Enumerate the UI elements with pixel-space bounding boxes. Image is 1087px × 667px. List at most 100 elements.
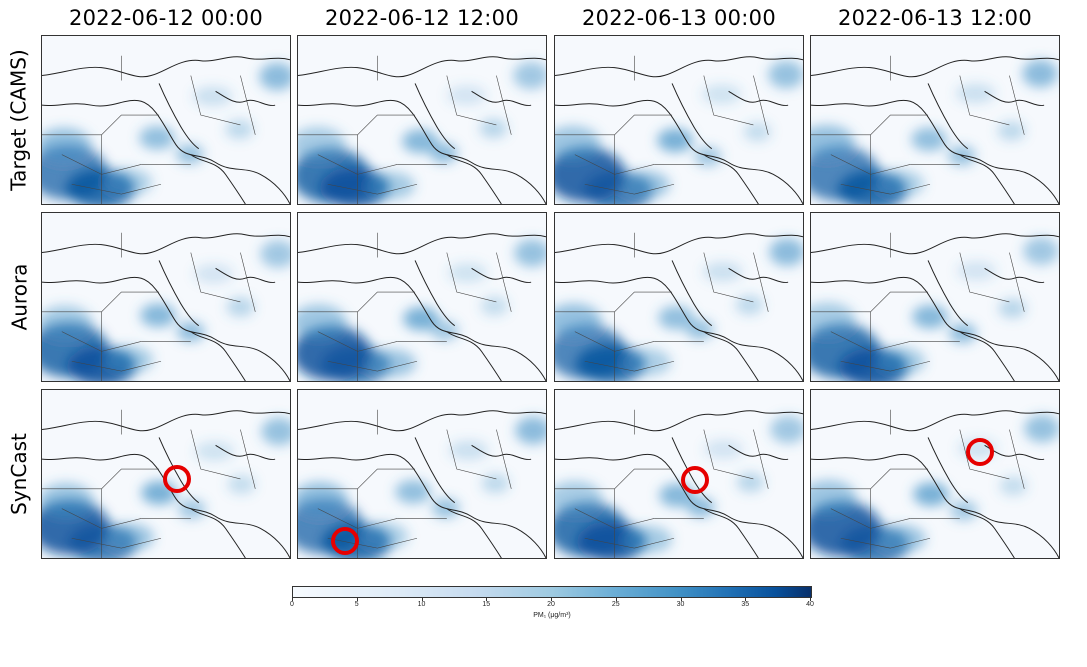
pm-concentration-area <box>622 525 673 554</box>
pm-concentration-area <box>192 86 233 107</box>
colorbar-tick-label: 15 <box>482 601 491 608</box>
colorbar-tick-label: 25 <box>611 601 620 608</box>
country-border <box>190 429 241 480</box>
coastline <box>728 90 789 106</box>
pm-concentration-area <box>515 416 546 445</box>
country-border <box>574 154 655 175</box>
country-border <box>811 291 929 313</box>
country-border <box>446 429 497 480</box>
map-panel-target-col2 <box>297 35 547 205</box>
row-label-target: Target (CAMS) <box>7 49 31 191</box>
pm-concentration-area <box>555 303 602 339</box>
colorbar-tick <box>680 597 682 601</box>
coastline <box>215 444 276 460</box>
pm-concentration-area <box>658 305 694 330</box>
colorbar-tick <box>551 597 552 601</box>
coastline <box>555 99 803 204</box>
pm-concentration-area <box>514 239 546 267</box>
column-title-2: 2022-06-12 12:00 <box>324 6 520 30</box>
column-title-1: 2022-06-12 00:00 <box>68 6 264 30</box>
country-border <box>42 291 160 313</box>
country-border <box>830 331 911 352</box>
pm-concentration-area <box>403 306 439 331</box>
country-border <box>446 252 497 303</box>
map-panel-aurora-col2 <box>297 212 547 382</box>
pm-concentration-area <box>701 84 742 105</box>
pm-concentration-area <box>225 119 254 140</box>
colorbar-tick <box>615 597 617 601</box>
map-panel-aurora-col4 <box>810 212 1060 382</box>
pm-concentration-area <box>913 482 949 507</box>
pm-concentration-area <box>479 118 508 139</box>
colorbar-tick <box>745 597 747 601</box>
coastline <box>471 444 532 460</box>
pm-concentration-area <box>702 261 743 282</box>
coastline <box>190 331 246 381</box>
country-border <box>555 291 673 313</box>
pm-concentration-area <box>446 85 487 106</box>
coastline <box>984 267 1045 283</box>
pm-concentration-area <box>1023 237 1059 265</box>
country-border <box>496 252 512 312</box>
coastline <box>471 90 532 106</box>
pm-concentration-area <box>298 481 348 518</box>
country-border <box>298 114 416 136</box>
pm-concentration-area <box>1024 414 1059 443</box>
coastline <box>811 276 1059 381</box>
colorbar-tick-label: 10 <box>417 601 426 608</box>
row-label-aurora: Aurora <box>7 263 32 331</box>
pm-concentration-area <box>402 129 438 154</box>
pm-concentration-area <box>1022 59 1059 88</box>
pm-concentration-area <box>358 522 409 551</box>
colorbar-tick-label: 0 <box>290 601 294 608</box>
coastline <box>959 331 1015 381</box>
country-border <box>703 75 754 126</box>
colorbar-tick-label: 40 <box>806 601 814 608</box>
pm-concentration-area <box>429 143 458 163</box>
country-border <box>317 508 398 529</box>
coastline <box>42 233 290 255</box>
pm-concentration-area <box>447 262 488 283</box>
pm-concentration-area <box>42 482 94 519</box>
pm-concentration-area <box>811 124 855 161</box>
pm-concentration-area <box>743 121 772 142</box>
country-border <box>61 154 142 175</box>
pm-concentration-area <box>102 168 153 197</box>
pm-concentration-area <box>139 125 175 150</box>
pm-concentration-area <box>480 296 509 316</box>
pm-concentration-area <box>770 415 803 444</box>
coastline <box>555 276 803 381</box>
pm-concentration-area <box>768 60 803 89</box>
highlight-circle-marker-4 <box>966 438 994 466</box>
pm-concentration-area <box>620 170 671 199</box>
country-border <box>298 468 416 490</box>
map-panel-target-col1 <box>41 35 291 205</box>
country-border <box>240 75 256 135</box>
country-border <box>959 429 1010 480</box>
country-border <box>753 75 769 135</box>
coastline <box>811 453 1059 558</box>
coastline <box>555 453 803 558</box>
colorbar-tick <box>292 597 293 601</box>
coastline <box>703 331 759 381</box>
coastline <box>158 260 200 327</box>
country-border <box>1009 75 1025 135</box>
country-border <box>42 114 160 136</box>
pm-concentration-area <box>259 62 290 91</box>
coastline <box>471 267 532 283</box>
pm-concentration-area <box>555 480 603 517</box>
colorbar-tick <box>421 597 423 601</box>
pm-concentration-area <box>226 297 255 317</box>
pm-concentration-area <box>448 440 489 461</box>
colorbar: 0 5 10 15 20 25 30 35 40 PM₁ (μg/m³) <box>290 586 814 626</box>
coastline <box>190 508 246 558</box>
coastline <box>42 453 290 558</box>
coastline <box>811 56 1059 78</box>
colorbar-tick-label: 30 <box>676 601 685 608</box>
country-border <box>190 75 241 126</box>
pm-concentration-area <box>703 439 744 460</box>
coastline <box>671 83 713 150</box>
coastline <box>215 90 276 106</box>
coastline <box>555 410 803 432</box>
coastline <box>414 260 456 327</box>
